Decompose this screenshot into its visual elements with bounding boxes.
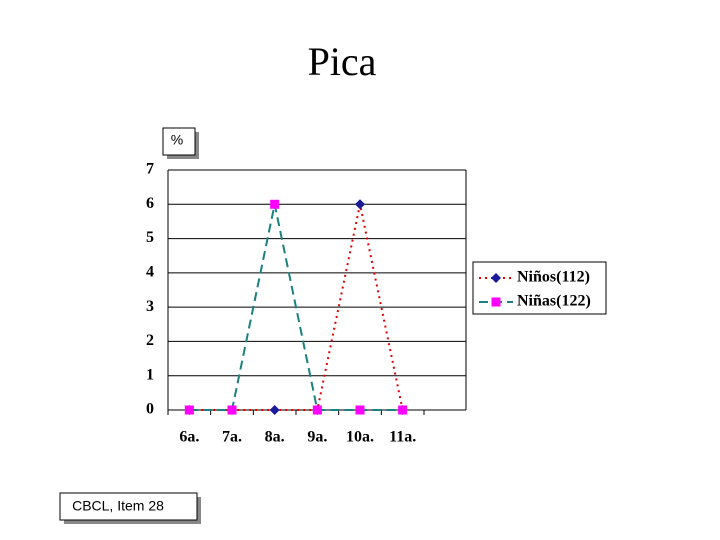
marker xyxy=(398,405,408,415)
y-tick-label: 5 xyxy=(146,229,154,246)
series-line xyxy=(189,204,404,411)
footnote: CBCL, Item 28 xyxy=(72,498,164,514)
legend-marker xyxy=(491,273,501,283)
marker xyxy=(312,405,322,415)
x-tick-label: 11a. xyxy=(389,429,416,446)
marker xyxy=(270,199,280,209)
x-tick-label: 10a. xyxy=(346,429,374,446)
marker xyxy=(269,405,280,415)
y-tick-label: 7 xyxy=(146,161,154,178)
y-tick-label: 2 xyxy=(146,332,154,349)
legend-box xyxy=(472,261,607,315)
y-label: % xyxy=(171,132,183,148)
y-tick-label: 6 xyxy=(146,195,154,212)
series-line xyxy=(189,204,403,411)
chart-title: Pica xyxy=(308,39,377,84)
y-label-box xyxy=(162,127,196,156)
x-tick-label: 9a. xyxy=(307,429,327,446)
y-tick-label: 4 xyxy=(146,264,154,281)
y-tick-label: 0 xyxy=(146,401,154,418)
x-tick-label: 8a. xyxy=(265,429,285,446)
y-tick-label: 1 xyxy=(146,366,154,383)
marker xyxy=(184,405,194,415)
x-tick-label: 7a. xyxy=(222,429,242,446)
marker xyxy=(355,405,365,415)
x-tick-label: 6a. xyxy=(179,429,199,446)
footnote-box xyxy=(59,492,198,521)
marker xyxy=(227,405,237,415)
marker xyxy=(355,199,365,210)
legend-label: Niños(112) xyxy=(517,269,590,286)
legend-marker xyxy=(491,297,501,307)
legend-label: Niñas(122) xyxy=(517,293,591,310)
y-tick-label: 3 xyxy=(146,298,154,315)
